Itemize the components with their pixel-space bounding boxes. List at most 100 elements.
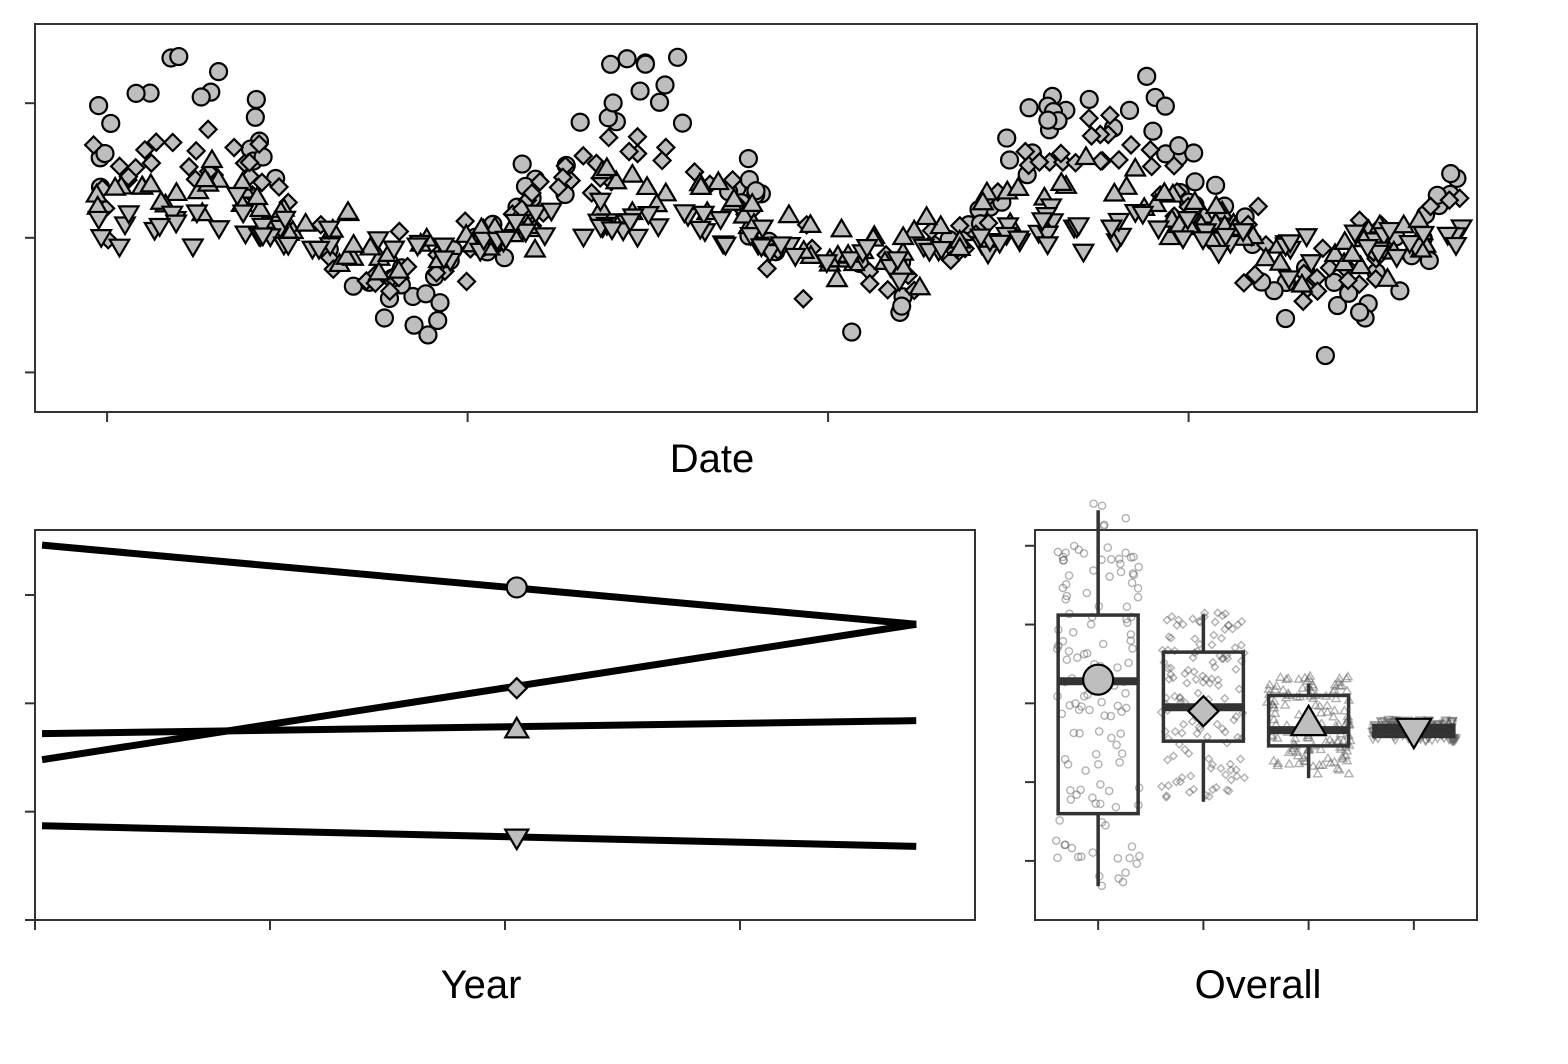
date-point-triangle-down <box>276 236 300 257</box>
overall-jitter-diamond <box>1208 784 1218 795</box>
overall-jitter-triangle-up <box>1329 679 1341 689</box>
overall-jitter-diamond <box>1161 792 1171 802</box>
date-point-diamond <box>1081 125 1102 146</box>
overall-jitter-diamond <box>1204 791 1214 801</box>
overall-jitter-circle <box>1069 728 1079 738</box>
overall-jitter-diamond <box>1236 640 1246 650</box>
overall-jitter-triangle-up <box>1286 745 1298 755</box>
overall-panel: Overall <box>1025 499 1478 1007</box>
date-point-triangle-up <box>1375 267 1400 287</box>
year-marker-triangle-up <box>503 715 531 739</box>
overall-jitter-circle <box>1081 766 1090 775</box>
overall-jitter-triangle-up <box>1340 749 1352 760</box>
overall-jitter-circle <box>1082 649 1092 658</box>
overall-jitter-diamond <box>1224 786 1234 796</box>
overall-jitter-triangle-up <box>1335 743 1347 753</box>
date-point-circle <box>1019 98 1039 118</box>
overall-jitter-diamond <box>1222 650 1232 661</box>
overall-jitter-diamond <box>1213 608 1223 618</box>
overall-jitter-diamond <box>1192 728 1202 739</box>
overall-jitter-triangle-up <box>1338 735 1349 745</box>
date-point-triangle-up <box>1006 176 1030 196</box>
date-point-triangle-up <box>523 237 547 258</box>
overall-jitter-diamond <box>1194 616 1204 627</box>
year-panel: Year <box>25 529 976 1007</box>
overall-jitter-triangle-up <box>1339 705 1350 715</box>
overall-jitter-diamond <box>1232 771 1242 781</box>
overall-jitter-circle <box>1069 541 1079 551</box>
date-point-circle <box>601 54 621 74</box>
overall-jitter-circle <box>1112 740 1121 750</box>
overall-jitter-circle <box>1101 821 1110 830</box>
date-point-diamond <box>426 262 447 283</box>
date-point-triangle-down <box>692 205 716 226</box>
overall-jitter-circle <box>1106 554 1116 564</box>
date-point-triangle-down <box>524 204 548 225</box>
date-point-circle <box>245 107 265 127</box>
date-point-diamond <box>1029 151 1050 173</box>
overall-jitter-circle <box>1125 853 1134 863</box>
date-point-triangle-down <box>273 210 297 231</box>
overall-jitter-circle <box>1118 877 1128 887</box>
overall-jitter-diamond <box>1221 770 1231 780</box>
overall-jitter-diamond <box>1175 777 1185 787</box>
overall-jitter-circle <box>1091 749 1101 759</box>
overall-jitter-triangle-up <box>1321 700 1333 710</box>
date-point-triangle-down <box>87 210 111 231</box>
date-point-triangle-down <box>1436 226 1460 247</box>
date-point-triangle-down <box>1146 220 1171 241</box>
overall-jitter-triangle-up <box>1341 755 1353 765</box>
overall-jitter-diamond <box>1170 727 1180 737</box>
date-point-diamond <box>793 288 814 309</box>
overall-jitter-diamond <box>1163 663 1173 673</box>
date-point-triangle-down <box>1398 234 1422 255</box>
date-point-circle <box>617 49 637 69</box>
overall-jitter-triangle-up <box>1302 732 1313 742</box>
overall-jitter-circle <box>1113 663 1122 672</box>
overall-jitter-circle <box>1097 697 1106 707</box>
date-point-circle <box>997 128 1017 148</box>
date-point-triangle-down <box>494 230 518 251</box>
overall-jitter-triangle-down <box>1446 717 1458 727</box>
overall-jitter-diamond <box>1229 715 1239 725</box>
overall-jitter-circle <box>1062 591 1072 601</box>
date-point-diamond <box>877 279 898 300</box>
date-point-circle <box>95 143 115 164</box>
date-point-circle <box>672 113 693 133</box>
overall-jitter-diamond <box>1177 772 1187 783</box>
overall-jitter-triangle-up <box>1277 684 1289 694</box>
overall-jitter-triangle-up <box>1343 768 1355 778</box>
overall-jitter-diamond <box>1213 675 1223 685</box>
overall-jitter-triangle-up <box>1334 672 1345 683</box>
date-point-circle <box>512 154 532 174</box>
overall-jitter-triangle-up <box>1279 699 1291 709</box>
date-point-diamond <box>1337 270 1359 291</box>
date-point-diamond <box>756 258 778 279</box>
overall-jitter-diamond <box>1180 745 1190 755</box>
overall-jitter-diamond <box>1174 739 1185 749</box>
overall-jitter-triangle-up <box>1299 672 1311 682</box>
date-point-circle <box>1155 96 1175 116</box>
overall-jitter-circle <box>1113 853 1123 863</box>
overall-jitter-circle <box>1135 851 1144 861</box>
overall-jitter-diamond <box>1164 674 1174 684</box>
overall-panel-ticks <box>1025 544 1415 930</box>
overall-jitter-triangle-up <box>1292 750 1304 760</box>
date-point-triangle-down <box>251 227 275 248</box>
date-point-triangle-down <box>855 239 879 259</box>
overall-jitter-triangle-up <box>1280 673 1292 684</box>
overall-jitter-circle <box>1128 569 1138 578</box>
overall-jitter-diamond <box>1226 765 1236 775</box>
overall-jitter-triangle-up <box>1293 673 1305 683</box>
date-point-circle <box>416 284 436 304</box>
overall-jitter-triangle-down <box>1450 734 1462 744</box>
overall-jitter-circle <box>1134 562 1143 572</box>
overall-jitter-triangle-up <box>1325 757 1337 767</box>
date-point-diamond <box>619 141 640 162</box>
overall-jitter-circle <box>1075 729 1084 738</box>
overall-jitter-circle <box>1058 583 1068 593</box>
date-point-triangle-down <box>1176 211 1200 231</box>
overall-jitter-diamond <box>1192 646 1203 656</box>
date-point-triangle-up <box>149 189 173 210</box>
date-point-triangle-up <box>293 211 318 232</box>
